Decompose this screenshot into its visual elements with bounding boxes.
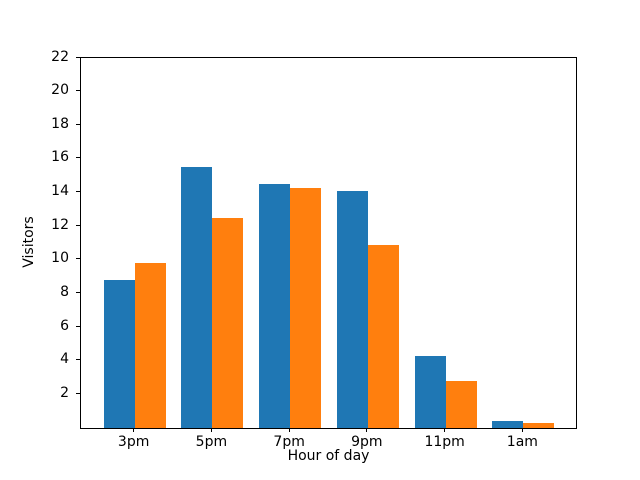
plot-area xyxy=(80,57,577,429)
y-tick-mark xyxy=(76,191,80,193)
y-tick-mark xyxy=(76,90,80,92)
bar-orange-series-5pm xyxy=(212,217,244,428)
x-tick-mark xyxy=(288,428,290,432)
bar-blue-series-1am xyxy=(492,421,524,428)
y-tick-label: 20 xyxy=(51,82,69,99)
x-tick-label: 3pm xyxy=(117,434,150,450)
y-tick-mark xyxy=(76,56,80,58)
x-tick-label: 1am xyxy=(506,434,538,450)
y-tick-mark xyxy=(76,325,80,327)
y-tick-label: 16 xyxy=(51,149,69,166)
y-tick-mark xyxy=(76,157,80,159)
y-tick-label: 8 xyxy=(60,283,69,300)
y-tick-mark xyxy=(76,359,80,361)
y-tick-label: 2 xyxy=(60,384,69,401)
bar-blue-series-3pm xyxy=(103,280,135,428)
bar-blue-series-5pm xyxy=(181,167,213,428)
y-tick-label: 14 xyxy=(51,183,69,200)
x-tick-mark xyxy=(133,428,135,432)
x-tick-mark xyxy=(444,428,446,432)
bar-orange-series-1am xyxy=(523,422,555,428)
bar-blue-series-7pm xyxy=(259,184,291,428)
x-tick-mark xyxy=(366,428,368,432)
x-tick-mark xyxy=(210,428,212,432)
y-tick-mark xyxy=(76,291,80,293)
y-tick-mark xyxy=(76,123,80,125)
y-tick-label: 18 xyxy=(51,115,69,132)
x-tick-label: 5pm xyxy=(195,434,228,450)
bar-blue-series-9pm xyxy=(336,190,368,428)
y-tick-label: 4 xyxy=(60,351,69,368)
bar-orange-series-7pm xyxy=(290,187,322,428)
bar-blue-series-11pm xyxy=(414,355,446,428)
y-tick-label: 6 xyxy=(60,317,69,334)
y-tick-label: 12 xyxy=(51,216,69,233)
y-tick-mark xyxy=(76,392,80,394)
bar-orange-series-3pm xyxy=(134,263,166,428)
y-tick-mark xyxy=(76,258,80,260)
y-tick-label: 22 xyxy=(51,48,69,65)
bar-orange-series-11pm xyxy=(445,380,477,428)
x-tick-label: 9pm xyxy=(351,434,383,450)
y-tick-mark xyxy=(76,224,80,226)
y-tick-label: 10 xyxy=(51,250,69,267)
x-tick-mark xyxy=(521,428,523,432)
x-tick-label: 7pm xyxy=(273,434,305,450)
x-tick-label: 11pm xyxy=(424,434,465,450)
bar-orange-series-9pm xyxy=(367,244,399,428)
x-axis-title: Hour of day xyxy=(287,448,370,464)
